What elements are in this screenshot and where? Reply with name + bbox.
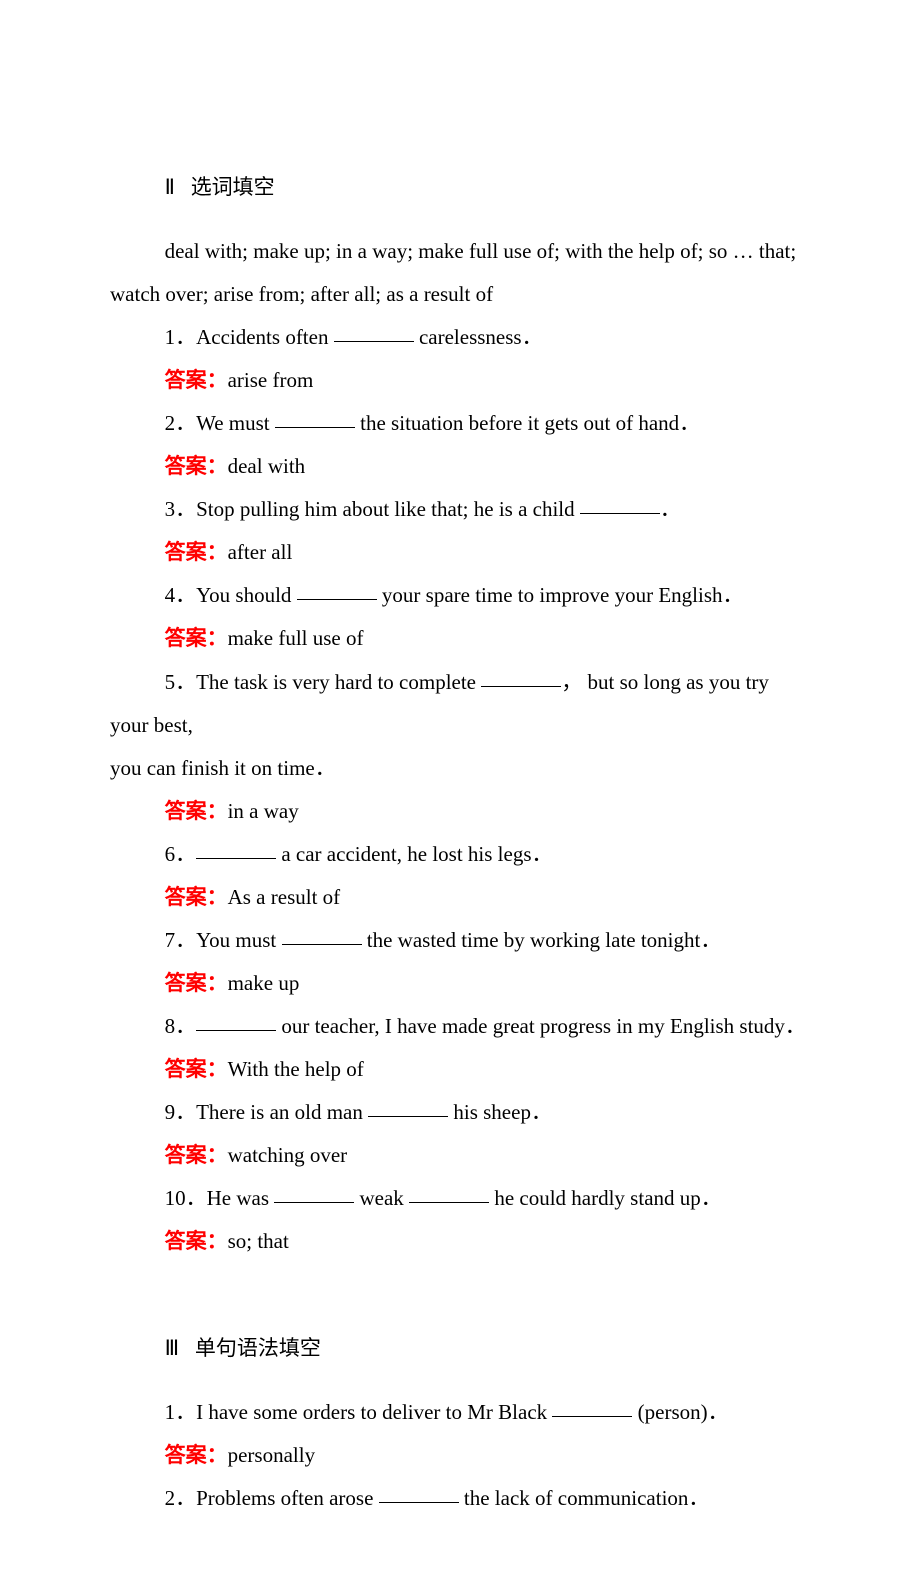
s2-a10: 答案：so; that: [110, 1220, 810, 1263]
blank: [379, 1481, 459, 1503]
blank: [334, 320, 414, 342]
s2-q10: 10．He was weak he could hardly stand up．: [110, 1177, 810, 1220]
s2-a7: 答案：make up: [110, 962, 810, 1005]
section-gap: [110, 1263, 810, 1306]
s2-a6: 答案：As a result of: [110, 876, 810, 919]
s2-q6: 6． a car accident, he lost his legs．: [110, 833, 810, 876]
answer-label: 答案：: [165, 1229, 228, 1253]
s2-a3: 答案：after all: [110, 531, 810, 574]
answer-label: 答案：: [165, 368, 228, 392]
s3-q2: 2．Problems often arose the lack of commu…: [110, 1477, 810, 1520]
blank: [297, 578, 377, 600]
s2-q9: 9．There is an old man his sheep．: [110, 1091, 810, 1134]
s2-q1: 1．Accidents often carelessness．: [110, 316, 810, 359]
blank: [409, 1181, 489, 1203]
s2-a5: 答案：in a way: [110, 790, 810, 833]
s2-q7: 7．You must the wasted time by working la…: [110, 919, 810, 962]
answer-label: 答案：: [165, 1443, 228, 1467]
answer-label: 答案：: [165, 885, 228, 909]
word-bank-text: deal with; make up; in a way; make full …: [110, 239, 796, 306]
blank: [275, 406, 355, 428]
answer-label: 答案：: [165, 1143, 228, 1167]
section-2-numeral: Ⅱ: [165, 175, 175, 199]
s2-q8: 8． our teacher, I have made great progre…: [110, 1005, 810, 1048]
blank: [368, 1095, 448, 1117]
s3-a1: 答案：personally: [110, 1434, 810, 1477]
s3-q1: 1．I have some orders to deliver to Mr Bl…: [110, 1391, 810, 1434]
answer-label: 答案：: [165, 971, 228, 995]
section-3-heading: 单句语法填空: [195, 1336, 321, 1360]
blank: [481, 665, 561, 687]
word-bank: deal with; make up; in a way; make full …: [110, 230, 810, 316]
section-2-heading: 选词填空: [191, 175, 275, 199]
section-2-title: Ⅱ 选词填空: [110, 166, 810, 209]
answer-label: 答案：: [165, 1057, 228, 1081]
blank: [196, 837, 276, 859]
s2-a9: 答案：watching over: [110, 1134, 810, 1177]
section-3-numeral: Ⅲ: [165, 1336, 179, 1360]
s2-a2: 答案：deal with: [110, 445, 810, 488]
s2-a4: 答案：make full use of: [110, 617, 810, 660]
answer-label: 答案：: [165, 454, 228, 478]
section-3-title: Ⅲ 单句语法填空: [110, 1327, 810, 1370]
s2-q4: 4．You should your spare time to improve …: [110, 574, 810, 617]
s2-q5-cont: you can finish it on time．: [110, 747, 810, 790]
answer-label: 答案：: [165, 626, 228, 650]
s2-q3: 3．Stop pulling him about like that; he i…: [110, 488, 810, 531]
blank: [282, 923, 362, 945]
answer-label: 答案：: [165, 799, 228, 823]
answer-label: 答案：: [165, 540, 228, 564]
s2-a8: 答案：With the help of: [110, 1048, 810, 1091]
s2-a1: 答案：arise from: [110, 359, 810, 402]
blank: [274, 1181, 354, 1203]
s2-q2: 2．We must the situation before it gets o…: [110, 402, 810, 445]
blank: [580, 492, 660, 514]
blank: [552, 1395, 632, 1417]
s2-q5: 5．The task is very hard to complete ， bu…: [110, 661, 810, 747]
blank: [196, 1009, 276, 1031]
